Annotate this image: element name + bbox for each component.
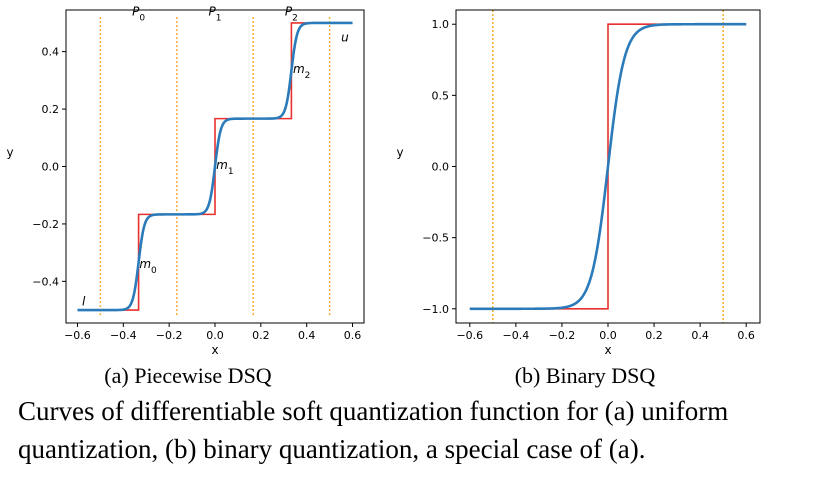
annotation-m2: m2: [293, 62, 310, 81]
panel-b-binary-dsq: −0.6 −0.4 −0.2 0.0 0.2 0.4 0.6 −1.0 −0.5 0.0 0.5 1.…: [396, 9, 761, 388]
annotation-m1: m1: [216, 158, 233, 177]
x-tick-label: −0.6: [64, 329, 91, 342]
x-tick-label: −0.6: [456, 329, 483, 342]
annotation-subscript: 1: [228, 167, 234, 177]
caption-line-2: quantization, (b) binary quantization, a…: [18, 434, 646, 464]
annotation-label: m: [216, 158, 228, 172]
annotation-P2: P2: [285, 4, 298, 23]
y-tick-label: 0.0: [432, 161, 450, 174]
x-tick-label: 0.4: [691, 329, 709, 342]
x-tick-label: 0.2: [252, 329, 270, 342]
annotation-u: u: [341, 30, 349, 44]
y-tick-label: 0.4: [42, 46, 60, 59]
x-tick-label: −0.4: [503, 329, 530, 342]
annotation-subscript: 0: [151, 266, 157, 276]
annotation-label: u: [341, 30, 349, 44]
soft-series-line: [469, 22, 747, 311]
annotation-P1: P1: [209, 4, 222, 23]
annotation-label: m: [139, 257, 151, 271]
y-tick-label: 1.0: [432, 18, 450, 31]
x-tick-label: −0.2: [156, 329, 183, 342]
soft-series-line: [77, 21, 353, 312]
annotation-label: P: [285, 4, 293, 18]
annotation-l: l: [82, 294, 86, 308]
annotation-label: m: [293, 62, 305, 76]
y-tick-label: −0.5: [422, 232, 449, 245]
x-tick-label: 0.4: [298, 329, 316, 342]
x-tick-label: −0.4: [110, 329, 137, 342]
y-tick-label: −0.2: [32, 218, 59, 231]
x-tick-label: 0.0: [599, 329, 617, 342]
x-axis-label: x: [211, 343, 218, 357]
caption-line-1: Curves of differentiable soft quantizati…: [18, 396, 729, 426]
y-tick-label: 0.0: [42, 161, 60, 174]
y-axis-label: y: [6, 146, 13, 160]
annotation-subscript: 1: [216, 13, 222, 23]
x-tick-label: 0.0: [206, 329, 224, 342]
subplot-label: (a) Piecewise DSQ: [104, 363, 272, 388]
annotation-m0: m0: [139, 257, 157, 276]
y-tick-label: −0.4: [32, 275, 59, 288]
annotation-subscript: 0: [139, 13, 145, 23]
y-tick-label: 0.2: [42, 103, 60, 116]
y-tick-label: −1.0: [422, 303, 449, 316]
x-tick-label: 0.6: [344, 329, 362, 342]
annotation-label: P: [132, 4, 140, 18]
figure-canvas: −0.6 −0.4 −0.2 0.0 0.2 0.4 0.6 −0.4 −0.2 0.0 0.2 0.…: [6, 4, 761, 388]
x-tick-label: 0.6: [737, 329, 755, 342]
annotation-label: P: [209, 4, 217, 18]
panel-a-piecewise-dsq: −0.6 −0.4 −0.2 0.0 0.2 0.4 0.6 −0.4 −0.2 0.0 0.2 0.…: [6, 4, 365, 388]
x-axis-label: x: [604, 343, 611, 357]
x-tick-label: 0.2: [645, 329, 663, 342]
y-axis-label: y: [396, 146, 403, 160]
y-tick-label: 0.5: [432, 89, 450, 102]
annotation-subscript: 2: [292, 13, 298, 23]
figure-caption: Curves of differentiable soft quantizati…: [18, 392, 814, 468]
subplot-label: (b) Binary DSQ: [515, 363, 656, 388]
annotation-label: l: [82, 294, 86, 308]
annotation-subscript: 2: [305, 71, 311, 81]
annotation-P0: P0: [132, 4, 145, 23]
x-tick-label: −0.2: [549, 329, 576, 342]
